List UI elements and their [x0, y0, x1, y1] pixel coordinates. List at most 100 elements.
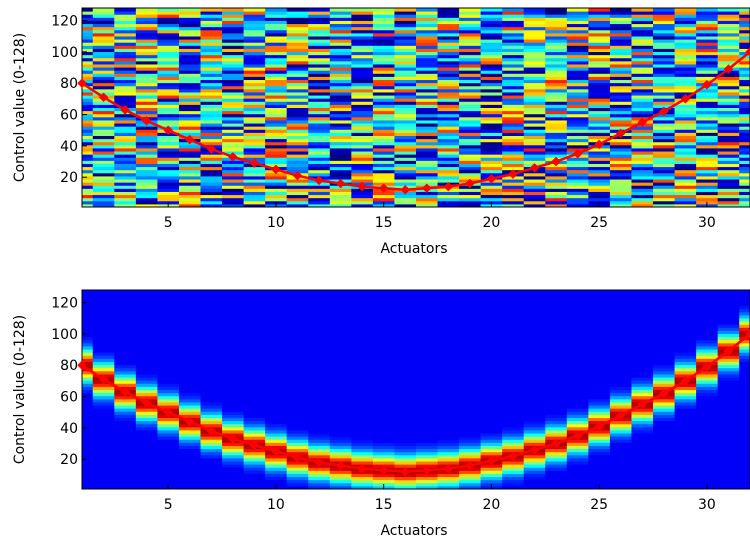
heatmap-cell [480, 364, 503, 369]
heatmap-cell [372, 461, 395, 465]
heatmap-cell [674, 160, 697, 164]
heatmap-cell [502, 141, 525, 146]
heatmap-cell [265, 144, 288, 149]
heatmap-cell [178, 308, 202, 313]
heatmap-cell [372, 32, 395, 37]
heatmap-cell [372, 395, 395, 400]
heatmap-cell [523, 345, 546, 350]
heatmap-cell [135, 333, 158, 338]
heatmap-cell [243, 317, 266, 322]
heatmap-cell [308, 470, 331, 474]
heatmap-cell [696, 42, 719, 46]
heatmap-cell [459, 63, 482, 68]
heatmap-cell [135, 314, 158, 319]
heatmap-cell [243, 345, 266, 350]
heatmap-cell [545, 67, 568, 71]
heatmap-cell [135, 296, 158, 300]
heatmap-cell [329, 417, 352, 422]
heatmap-cell [696, 88, 719, 93]
heatmap-cell [329, 138, 352, 143]
heatmap-cell [92, 473, 115, 478]
heatmap-cell [437, 395, 460, 400]
heatmap-cell [114, 119, 137, 124]
heatmap-cell [545, 54, 568, 59]
heatmap-cell [82, 401, 94, 406]
heatmap-cell [351, 392, 374, 397]
heatmap-cell [308, 467, 331, 471]
heatmap-cell [200, 311, 223, 316]
heatmap-cell [114, 290, 137, 294]
heatmap-cell [351, 63, 374, 68]
heatmap-cell [135, 377, 158, 381]
heatmap-cell [329, 442, 352, 446]
heatmap-cell [200, 370, 223, 375]
heatmap-cell [566, 349, 589, 353]
heatmap-cell [394, 182, 417, 186]
heatmap-cell [82, 39, 94, 43]
heatmap-cell [739, 414, 750, 418]
heatmap-cell [696, 57, 719, 62]
heatmap-cell [82, 464, 94, 468]
heatmap-cell [222, 79, 245, 84]
heatmap-cell [178, 433, 202, 437]
heatmap-cell [674, 454, 697, 459]
heatmap-cell [717, 395, 740, 400]
heatmap-cell [243, 457, 266, 462]
heatmap-cell [674, 342, 697, 347]
heatmap-cell [696, 157, 719, 161]
heatmap-cell [459, 355, 482, 359]
heatmap-cell [308, 380, 331, 384]
heatmap-cell [717, 380, 740, 384]
heatmap-cell [243, 299, 266, 303]
heatmap-cell [394, 32, 417, 37]
heatmap-cell [480, 126, 503, 130]
heatmap-cell [609, 70, 632, 74]
heatmap-cell [394, 76, 417, 81]
heatmap-cell [566, 82, 589, 87]
heatmap-cell [82, 290, 94, 294]
heatmap-cell [178, 113, 202, 118]
heatmap-cell [178, 395, 202, 400]
heatmap-cell [674, 51, 697, 56]
heatmap-cell [265, 339, 288, 344]
heatmap-cell [200, 101, 223, 105]
heatmap-cell [416, 473, 439, 478]
heatmap-cell [92, 451, 115, 456]
heatmap-cell [653, 132, 676, 136]
heatmap-cell [329, 420, 352, 425]
heatmap-cell [265, 194, 288, 199]
heatmap-cell [82, 110, 94, 115]
heatmap-cell [222, 185, 245, 189]
heatmap-cell [717, 110, 740, 115]
heatmap-cell [502, 166, 525, 171]
heatmap-cell [609, 373, 632, 378]
heatmap-cell [696, 454, 719, 459]
heatmap-cell [178, 442, 202, 446]
heatmap-cell [243, 70, 266, 74]
heatmap-cell [588, 48, 611, 53]
heatmap-cell [631, 132, 654, 136]
heatmap-cell [459, 48, 482, 53]
heatmap-cell [222, 457, 245, 462]
heatmap-cell [739, 91, 750, 96]
heatmap-cell [480, 113, 503, 118]
heatmap-cell [394, 79, 417, 84]
heatmap-cell [114, 154, 137, 158]
heatmap-cell [674, 386, 697, 390]
heatmap-cell [200, 45, 223, 49]
heatmap-cell [437, 345, 460, 350]
heatmap-cell [696, 311, 719, 316]
heatmap-cell [566, 116, 589, 121]
heatmap-cell [523, 132, 546, 136]
heatmap-cell [286, 185, 309, 189]
heatmap-cell [157, 67, 180, 71]
heatmap-cell [92, 398, 115, 403]
heatmap-cell [717, 179, 740, 183]
heatmap-cell [739, 299, 750, 303]
heatmap-cell [243, 172, 266, 177]
heatmap-cell [243, 48, 266, 53]
heatmap-cell [351, 423, 374, 428]
heatmap-cell [545, 355, 568, 359]
heatmap-cell [82, 32, 94, 37]
heatmap-cell [265, 11, 288, 15]
